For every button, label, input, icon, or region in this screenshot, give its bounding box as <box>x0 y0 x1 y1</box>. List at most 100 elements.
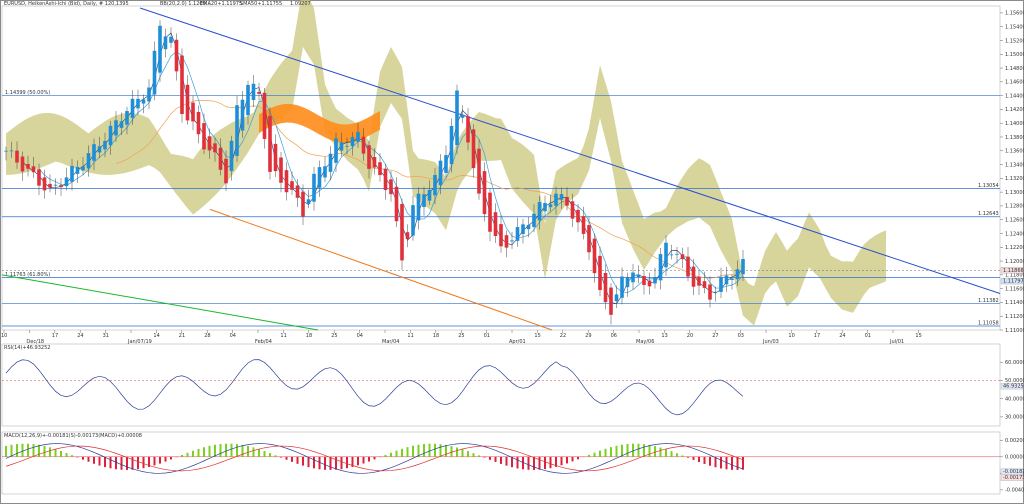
macd-histogram-bar <box>5 445 7 457</box>
macd-histogram-bar <box>280 456 282 458</box>
candle-body <box>383 168 388 191</box>
macd-value-label: -0.00181 <box>1003 469 1024 475</box>
x-tick-label: 27 <box>712 333 718 339</box>
x-tick-label: 18 <box>433 333 439 339</box>
candle-body <box>609 287 613 315</box>
macd-histogram-bar <box>687 456 689 458</box>
x-tick-label: Jun/03 <box>762 339 779 345</box>
candle-body <box>515 227 520 241</box>
candle-body <box>20 156 25 172</box>
y-tick-label: 1.15200 <box>1005 38 1024 44</box>
candle-body <box>229 140 234 172</box>
x-tick-label: 01 <box>865 333 871 339</box>
candle-body <box>48 183 52 188</box>
candle-body <box>174 39 179 72</box>
macd-histogram-bar <box>170 456 172 460</box>
price-tag-label: 1.11797 <box>1003 279 1024 285</box>
candle-body <box>4 150 8 152</box>
candle-body <box>482 171 487 215</box>
trendline-resistance <box>139 7 1001 294</box>
candle-body <box>378 162 382 176</box>
macd-histogram-bar <box>109 456 112 469</box>
macd-histogram-bar <box>318 456 321 470</box>
macd-histogram-bar <box>148 456 150 467</box>
macd-histogram-bar <box>373 456 376 460</box>
macd-histogram-bar <box>120 456 123 470</box>
candle-body <box>246 84 250 116</box>
candle-body <box>499 224 503 247</box>
candle-body <box>598 255 602 291</box>
macd-histogram-bar <box>489 456 491 460</box>
macd-histogram-bar <box>456 447 458 457</box>
macd-histogram-bar <box>637 443 640 457</box>
candle-body <box>218 147 223 170</box>
candle-body <box>196 112 201 135</box>
macd-histogram-bar <box>527 456 530 470</box>
candle-body <box>9 150 14 152</box>
macd-histogram-bar <box>115 456 117 470</box>
macd-histogram-bar <box>494 456 497 462</box>
macd-value-label: -0.00173 <box>1003 475 1024 481</box>
macd-histogram-bar <box>439 444 442 457</box>
candle-body <box>158 25 162 73</box>
y-tick-label: 1.13600 <box>1005 149 1024 155</box>
macd-histogram-bar <box>467 451 469 457</box>
macd-histogram-bar <box>571 456 574 462</box>
candle-body <box>350 137 355 147</box>
macd-histogram-bar <box>219 444 222 457</box>
x-tick-label: Jan/07/19 <box>127 339 152 345</box>
macd-histogram-bar <box>313 456 315 469</box>
rsi-y-tick-label: 50.00000 <box>1005 378 1024 384</box>
macd-histogram-bar <box>98 456 101 466</box>
macd-histogram-bar <box>401 448 403 457</box>
y-tick-label: 1.12600 <box>1005 218 1024 224</box>
macd-histogram-bar <box>181 455 183 457</box>
candle-body <box>669 254 674 256</box>
macd-histogram-bar <box>610 447 612 457</box>
candle-body <box>543 202 547 212</box>
macd-histogram-bar <box>505 456 508 466</box>
candle-body <box>427 190 432 201</box>
x-tick-label: 10 <box>1 333 7 339</box>
macd-histogram-bar <box>659 447 662 457</box>
macd-line <box>5 443 744 474</box>
macd-histogram-bar <box>340 456 343 470</box>
x-tick-label: Mar/04 <box>382 339 399 345</box>
macd-y-tick-label: 0.00200 <box>1005 438 1024 444</box>
macd-histogram-bar <box>307 456 310 468</box>
macd-histogram-bar <box>10 444 13 457</box>
x-tick-label: Feb/04 <box>255 339 272 345</box>
candle-body <box>141 99 146 104</box>
candle-body <box>620 276 624 298</box>
macd-value-tag <box>1000 474 1024 481</box>
candle-body <box>565 196 569 206</box>
macd-histogram-bar <box>423 444 425 457</box>
macd-histogram-bar <box>247 445 249 457</box>
macd-histogram-bar <box>472 453 475 457</box>
macd-histogram-bar <box>241 444 244 457</box>
macd-title: MACD(12,26,9)+-0.00181(S)-0.00173(MACD)+… <box>4 433 142 439</box>
fib-level-label: 1.11763 (61.80%) <box>5 272 50 278</box>
candle-body <box>658 254 663 281</box>
candle-body <box>328 153 333 172</box>
candle-body <box>97 146 102 153</box>
macd-histogram-bar <box>142 456 145 469</box>
macd-histogram-bar <box>16 444 18 457</box>
candle-body <box>339 142 344 151</box>
macd-histogram-bar <box>434 443 436 457</box>
candle-body <box>86 153 91 169</box>
candle-body <box>411 205 415 236</box>
candle-body <box>251 83 256 101</box>
candle-body <box>152 50 157 95</box>
candle-body <box>466 116 470 143</box>
candle-body <box>477 148 481 194</box>
x-tick-label: 31 <box>103 333 109 339</box>
x-tick-label: May/06 <box>636 339 654 345</box>
candle-body <box>345 145 349 147</box>
y-tick-label: 1.12400 <box>1005 231 1024 237</box>
candle-body <box>675 253 679 255</box>
candle-body <box>114 120 118 136</box>
macd-histogram-bar <box>731 456 733 470</box>
macd-histogram-bar <box>714 456 717 468</box>
